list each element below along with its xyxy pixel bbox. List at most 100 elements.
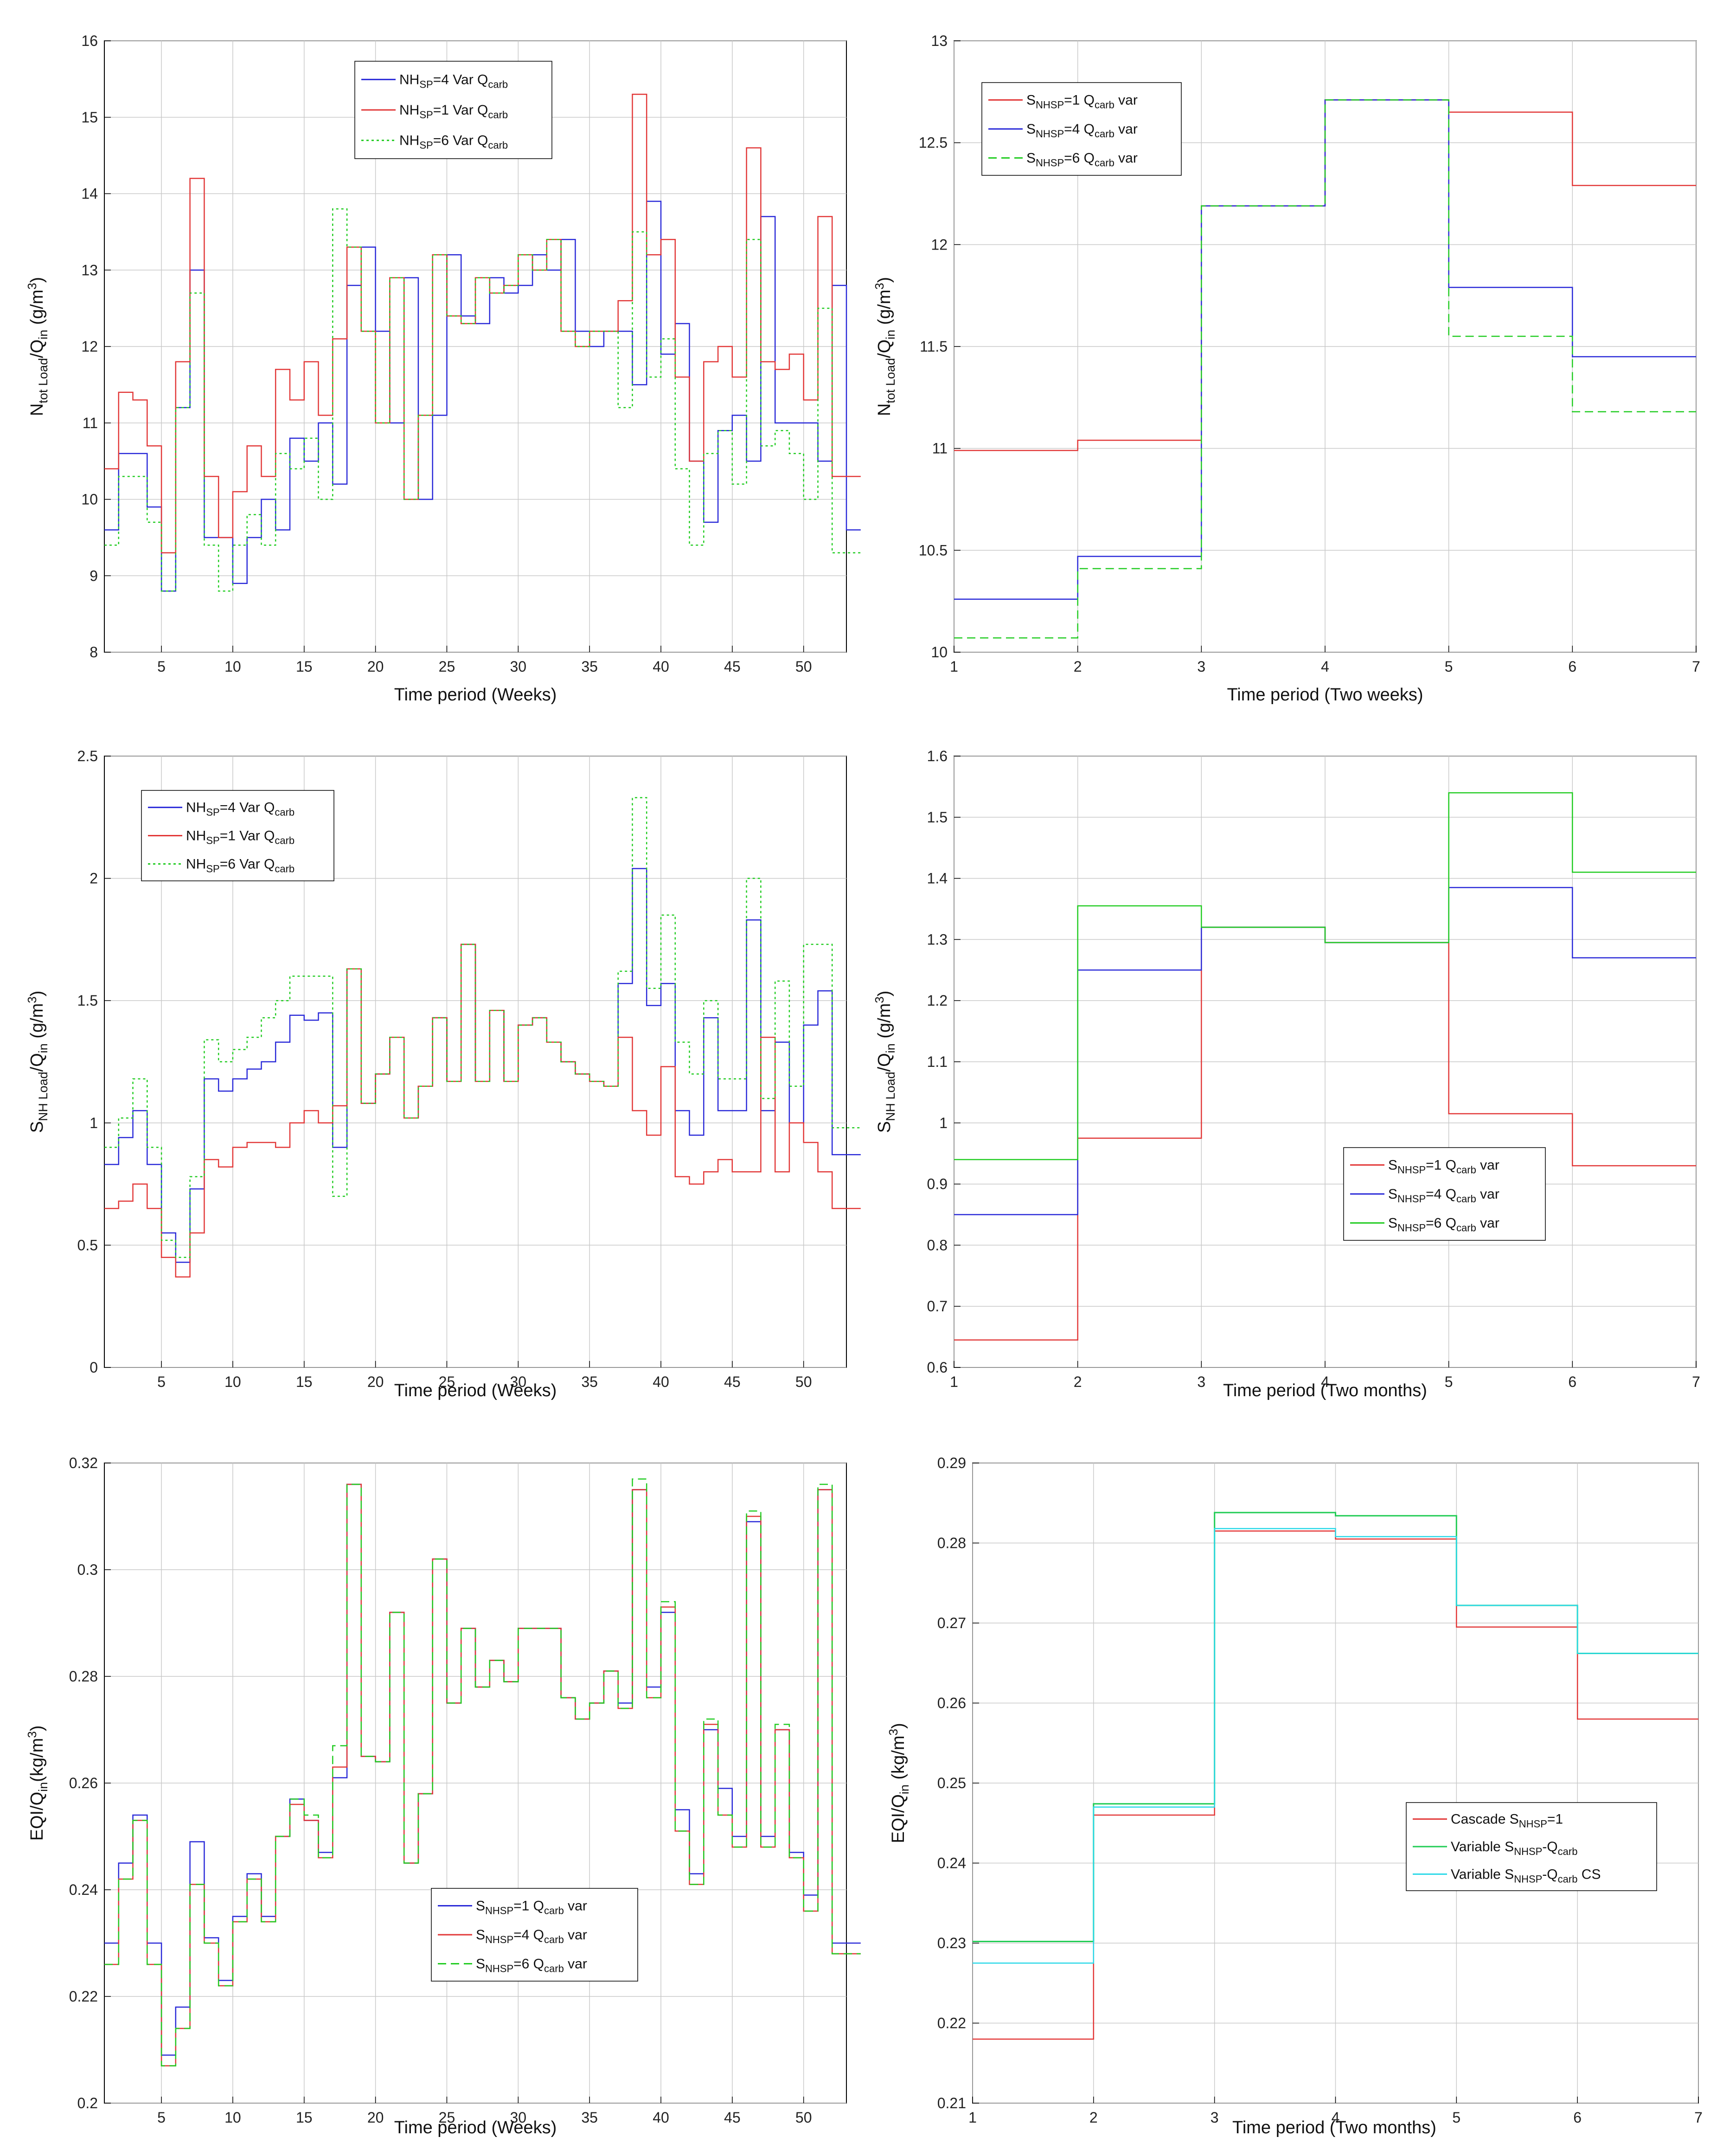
y-tick-label: 2	[90, 870, 98, 887]
x-tick-label: 25	[439, 658, 455, 675]
y-tick-label: 13	[931, 32, 948, 49]
series-line-3	[954, 99, 1696, 639]
chart-weekly-snh: 5 10 15 20 25 30 35 40 45 50 0 0.5 1 1.5 2 2.5 NHSP=4 …	[25, 748, 861, 1400]
y-tick-label: 0.26	[937, 1695, 966, 1712]
chart-bimonthly-eqi: 1 2 3 4 5 6 7 0.21 0.22 0.23 0.24 0.25 0.26 0.27 0.28…	[886, 1455, 1703, 2137]
y-tick-label: 16	[81, 32, 98, 49]
chart-weekly-eqi: 5 10 15 20 25 30 35 40 45 50 0.20.220.240.260.280…	[25, 1455, 861, 2137]
x-tick-label: 15	[296, 1373, 313, 1390]
legend-entry: NHSP=1 Var Qcarb	[186, 828, 295, 847]
y-tick-label: 10	[81, 491, 98, 508]
x-tick-label: 20	[367, 1373, 384, 1390]
y-axis-label: SNH Load/Qin (g/m3)	[25, 991, 50, 1133]
y-tick-label: 0.24	[937, 1855, 966, 1872]
x-axis-ticks: 1 2 3 4 5 6 7	[950, 1361, 1700, 1390]
x-tick-label: 20	[367, 2109, 384, 2126]
y-axis-ticks: 0 0.5 1 1.5 2 2.5	[77, 748, 111, 1376]
y-tick-label: 11	[932, 440, 948, 457]
y-axis-label: EQI/Qin(kg/m3)	[25, 1726, 50, 1841]
x-tick-label: 5	[157, 1373, 166, 1390]
x-tick-label: 40	[653, 2109, 669, 2126]
y-tick-label: 0.28	[937, 1535, 966, 1552]
x-tick-label: 35	[581, 2109, 598, 2126]
y-axis-label: SNH Load/Qin (g/m3)	[872, 991, 897, 1133]
x-axis-ticks: 1 2 3 4 5 6 7	[968, 2097, 1703, 2126]
y-tick-label: 10	[931, 644, 948, 661]
legend-entry: NHSP=6 Var Qcarb	[186, 856, 295, 874]
x-tick-label: 4	[1321, 658, 1329, 675]
legend-entry: SNHSP=6 Qcarb var	[1026, 151, 1138, 169]
y-tick-label: 12	[81, 338, 98, 355]
x-tick-label: 2	[1089, 2109, 1098, 2126]
y-tick-label: 0.27	[937, 1615, 966, 1631]
y-tick-label: 0.22	[69, 1988, 98, 2005]
x-tick-label: 5	[1445, 658, 1453, 675]
legend-entry: SNHSP=1 Qcarb var	[1388, 1158, 1499, 1176]
legend-entry: NHSP=4 Var Qcarb	[186, 800, 295, 818]
x-tick-label: 15	[296, 658, 313, 675]
x-tick-label: 50	[795, 658, 812, 675]
x-axis-ticks: 5 10 15 20 25 30 35 40 45 50	[157, 1361, 812, 1390]
y-tick-label: 0.22	[937, 2015, 966, 2032]
legend: NHSP=4 Var Qcarb NHSP=1 Var Qcarb NHSP=6 V…	[148, 800, 295, 874]
y-tick-label: 15	[81, 109, 98, 126]
x-tick-label: 7	[1694, 2109, 1703, 2126]
x-tick-label: 7	[1692, 658, 1700, 675]
y-tick-label: 14	[81, 186, 98, 202]
y-tick-label: 1.4	[927, 870, 948, 887]
y-tick-label: 1.6	[927, 748, 948, 764]
x-tick-label: 15	[296, 2109, 313, 2126]
legend-box	[1406, 1802, 1657, 1891]
legend-entry: SNHSP=4 Qcarb var	[1026, 122, 1138, 140]
y-tick-label: 0.28	[69, 1668, 98, 1685]
series-line-2	[104, 943, 861, 1278]
legend: SNHSP=1 Qcarb var SNHSP=4 Qcarb var SNHSP=…	[438, 1899, 587, 1975]
y-tick-label: 13	[81, 262, 98, 278]
x-tick-label: 3	[1197, 1373, 1205, 1390]
y-tick-label: 1	[90, 1115, 98, 1131]
x-tick-label: 10	[224, 658, 241, 675]
x-tick-label: 4	[1332, 2109, 1340, 2126]
y-tick-label: 0	[90, 1359, 98, 1376]
chart-weekly-ntot: 5 10 15 20 25 30 35 40 45 50 8 9 10 11 12 13 14 15 16 NHS…	[25, 32, 861, 705]
x-tick-label: 4	[1321, 1373, 1329, 1390]
y-axis-ticks: 8 9 10 11 12 13 14 15 16	[81, 32, 111, 661]
y-tick-label: 0.7	[927, 1298, 948, 1315]
series-line-2	[954, 99, 1696, 600]
y-tick-label: 1.3	[927, 931, 948, 948]
series-line-3	[954, 792, 1696, 1161]
y-tick-label: 0.9	[927, 1176, 948, 1193]
x-tick-label: 5	[1452, 2109, 1460, 2126]
x-axis-label: Time period (Two months)	[1223, 1381, 1427, 1400]
y-tick-label: 0.6	[927, 1359, 948, 1376]
y-axis-label: Ntot Load/Qin (g/m3)	[872, 277, 897, 416]
y-tick-label: 1.5	[927, 809, 948, 826]
y-axis-label: EQI/Qin (kg/m3)	[886, 1723, 911, 1843]
x-tick-label: 50	[795, 2109, 812, 2126]
x-tick-label: 45	[724, 2109, 741, 2126]
legend-entry: SNHSP=1 Qcarb var	[1026, 93, 1138, 111]
y-tick-label: 0.8	[927, 1237, 948, 1253]
y-tick-label: 1	[939, 1115, 948, 1131]
y-tick-label: 0.32	[69, 1455, 98, 1471]
y-tick-label: 1.1	[927, 1053, 948, 1070]
series-group	[954, 792, 1696, 1341]
x-tick-label: 3	[1211, 2109, 1219, 2126]
x-tick-label: 1	[968, 2109, 977, 2126]
x-tick-label: 6	[1573, 2109, 1582, 2126]
x-axis-label: Time period (Two weeks)	[1227, 685, 1423, 705]
x-tick-label: 40	[653, 658, 669, 675]
series-group	[973, 1512, 1698, 2040]
y-axis-ticks: 0.21 0.22 0.23 0.24 0.25 0.26 0.27 0.28 0.29	[937, 1455, 979, 2111]
x-tick-label: 5	[157, 658, 166, 675]
legend-entry: Variable SNHSP-Qcarb CS	[1451, 1867, 1601, 1885]
x-tick-label: 1	[950, 658, 958, 675]
legend: SNHSP=1 Qcarb var SNHSP=4 Qcarb var SNHSP=…	[988, 93, 1138, 169]
y-axis-ticks: 0.6 0.7 0.8 0.9 1 1.1 1.2 1.3 1.4 1.5 1.6	[927, 748, 961, 1376]
y-tick-label: 0.25	[937, 1775, 966, 1791]
x-axis-label: Time period (Weeks)	[394, 1381, 557, 1400]
x-tick-label: 45	[724, 658, 741, 675]
y-tick-label: 9	[90, 567, 98, 584]
